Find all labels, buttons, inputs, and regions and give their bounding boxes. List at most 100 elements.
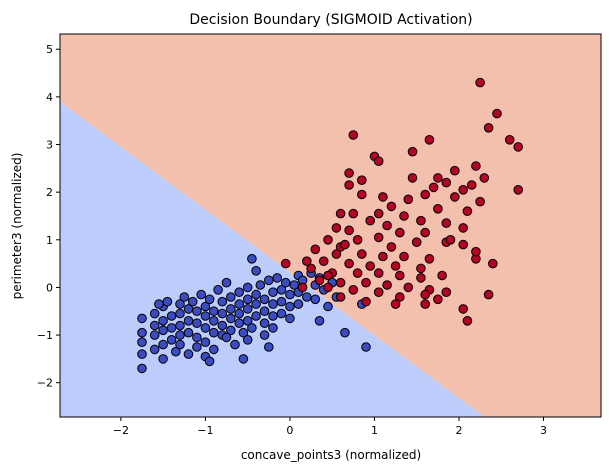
y-tick-label: 2 — [46, 186, 53, 199]
class-0-point — [175, 330, 185, 340]
class-0-point — [158, 339, 168, 350]
class-1-point — [437, 270, 447, 281]
class-1-point — [352, 268, 363, 278]
class-1-point — [441, 287, 452, 298]
class-1-point — [340, 239, 350, 250]
class-0-point — [154, 299, 164, 309]
class-0-point — [149, 320, 160, 331]
class-0-point — [217, 308, 228, 319]
class-1-point — [458, 304, 469, 314]
class-1-point — [492, 108, 502, 119]
class-1-point — [458, 223, 469, 233]
class-0-point — [314, 316, 325, 326]
x-tick-label: 1 — [371, 424, 378, 437]
class-0-point — [171, 346, 181, 357]
class-1-point — [352, 235, 363, 245]
class-0-point — [196, 289, 206, 300]
class-1-point — [483, 123, 494, 133]
class-0-point — [259, 330, 270, 340]
class-0-point — [137, 337, 147, 348]
class-0-point — [149, 308, 160, 319]
class-0-point — [251, 289, 261, 300]
class-0-point — [183, 316, 194, 326]
class-1-point — [458, 185, 469, 195]
class-1-point — [297, 282, 308, 293]
class-1-point — [335, 208, 346, 219]
class-0-point — [221, 332, 232, 343]
class-1-point — [458, 239, 469, 250]
class-1-point — [513, 185, 524, 195]
class-0-point — [268, 287, 278, 298]
class-1-point — [488, 258, 498, 269]
class-1-point — [407, 146, 418, 157]
class-0-point — [204, 356, 215, 367]
class-1-point — [462, 206, 473, 216]
class-1-point — [382, 220, 392, 231]
class-1-point — [407, 173, 418, 183]
class-0-point — [238, 327, 249, 338]
class-0-point — [276, 296, 287, 307]
class-0-point — [310, 294, 321, 305]
class-1-point — [361, 296, 371, 307]
class-0-point — [293, 299, 304, 309]
class-1-point — [302, 256, 312, 267]
class-1-point — [386, 201, 397, 212]
class-0-point — [158, 354, 168, 364]
class-1-point — [373, 287, 384, 298]
class-1-point — [306, 263, 316, 274]
x-axis-title: concave_points3 (normalized) — [241, 448, 421, 462]
class-0-point — [323, 301, 333, 312]
class-1-point — [445, 235, 456, 245]
class-0-point — [234, 287, 244, 298]
y-tick-label: −1 — [37, 329, 53, 342]
y-axis-title: perimeter3 (normalized) — [10, 153, 24, 300]
class-1-point — [513, 142, 524, 152]
class-1-point — [357, 249, 367, 259]
class-0-point — [137, 313, 147, 324]
class-0-point — [264, 342, 274, 352]
class-1-point — [348, 208, 359, 219]
class-0-point — [175, 308, 185, 319]
class-0-point — [268, 323, 278, 333]
class-1-point — [450, 192, 460, 202]
class-0-point — [217, 320, 228, 331]
class-0-point — [187, 296, 198, 307]
class-0-point — [158, 325, 168, 336]
class-0-point — [280, 277, 291, 288]
class-0-point — [259, 294, 270, 305]
class-0-point — [361, 342, 371, 352]
class-0-point — [166, 323, 177, 333]
class-0-point — [200, 337, 211, 348]
class-1-point — [433, 204, 443, 214]
class-0-point — [209, 327, 219, 338]
y-tick-label: 5 — [46, 43, 53, 56]
class-0-point — [213, 285, 223, 295]
class-0-point — [242, 282, 253, 293]
class-0-point — [251, 266, 261, 276]
class-0-point — [255, 280, 266, 290]
class-1-point — [416, 215, 426, 226]
class-0-point — [217, 296, 228, 307]
class-0-point — [247, 323, 257, 333]
class-1-point — [399, 211, 409, 221]
class-0-point — [192, 306, 202, 317]
class-0-point — [162, 296, 173, 307]
class-1-point — [323, 282, 333, 293]
class-1-point — [424, 135, 435, 145]
class-1-point — [382, 280, 392, 290]
class-0-point — [137, 363, 147, 374]
x-tick-label: −2 — [113, 424, 129, 437]
class-0-point — [200, 311, 211, 321]
class-1-point — [365, 215, 376, 226]
class-1-point — [373, 268, 384, 278]
class-1-point — [420, 299, 431, 309]
class-1-point — [323, 270, 333, 281]
class-1-point — [403, 282, 414, 293]
class-0-point — [149, 344, 160, 355]
class-0-point — [175, 320, 185, 331]
class-0-point — [276, 308, 287, 319]
class-0-point — [234, 308, 244, 319]
class-1-point — [441, 218, 452, 228]
plot-frame — [59, 33, 602, 418]
class-1-point — [386, 242, 397, 252]
